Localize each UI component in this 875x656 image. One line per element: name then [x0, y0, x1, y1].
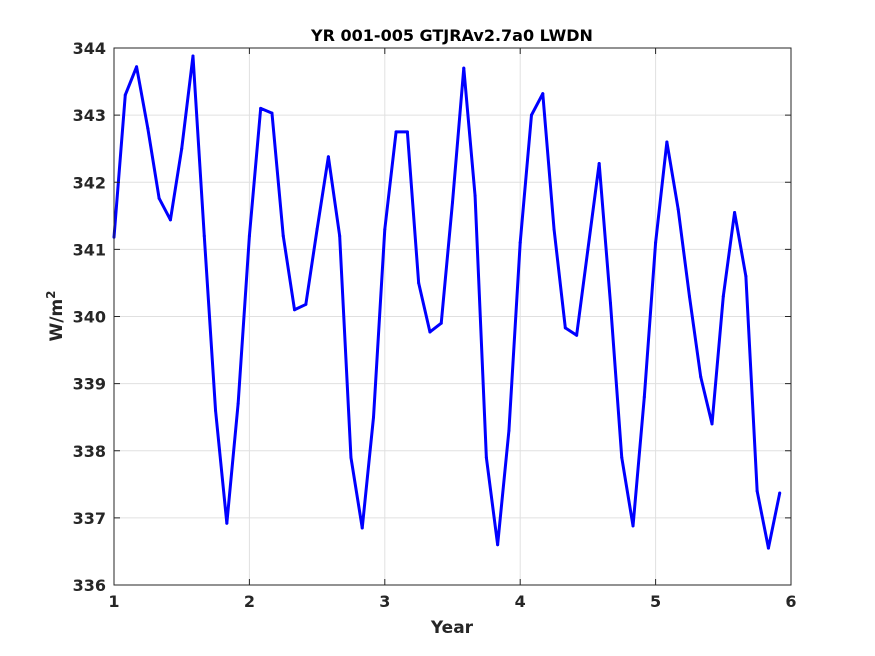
data-point	[710, 422, 714, 426]
data-point	[281, 234, 285, 238]
data-point	[326, 155, 330, 159]
y-tick-label: 340	[73, 308, 106, 327]
data-point	[135, 65, 139, 69]
ticks	[113, 47, 792, 586]
x-tick-label: 5	[650, 592, 661, 611]
y-tick-label: 338	[73, 442, 106, 461]
data-point	[451, 200, 454, 204]
y-tick-labels: 336 337 338 339 340 341 342 343 344	[73, 39, 106, 595]
data-point	[575, 333, 579, 337]
data-point	[383, 227, 387, 231]
data-point	[620, 455, 624, 459]
data-point	[721, 294, 725, 298]
data-point	[778, 491, 782, 495]
data-point	[293, 308, 297, 312]
data-point	[642, 395, 646, 399]
x-tick-label: 6	[785, 592, 796, 611]
x-axis-label: Year	[430, 618, 474, 638]
data-point	[168, 218, 172, 222]
data-point	[123, 93, 127, 97]
x-tick-label: 3	[379, 592, 390, 611]
data-point	[608, 301, 612, 305]
data-point	[417, 281, 421, 285]
data-point	[518, 241, 522, 245]
data-point	[496, 543, 500, 547]
data-point	[157, 196, 161, 200]
data-point	[315, 227, 319, 231]
series-layer	[112, 54, 782, 550]
data-point	[597, 161, 601, 165]
y-tick-label: 344	[73, 39, 106, 58]
x-tick-label: 2	[244, 592, 255, 611]
data-point	[394, 130, 398, 134]
data-point	[462, 66, 466, 70]
chart-title: YR 001-005 GTJRAv2.7a0 LWDN	[310, 26, 593, 45]
data-point	[259, 106, 263, 110]
data-point	[338, 234, 342, 238]
data-point	[529, 113, 533, 117]
y-tick-label: 342	[73, 173, 106, 192]
data-point	[766, 546, 770, 550]
data-point	[304, 302, 308, 306]
y-tick-label: 336	[73, 576, 106, 595]
x-tick-label: 4	[515, 592, 526, 611]
data-point	[631, 524, 635, 528]
data-point	[484, 455, 488, 459]
x-tick-label: 1	[108, 592, 119, 611]
data-point	[665, 140, 669, 144]
data-point	[699, 375, 703, 379]
data-point	[552, 227, 556, 231]
data-point	[676, 207, 680, 211]
data-point	[180, 147, 184, 151]
data-point	[541, 92, 545, 96]
data-point	[349, 455, 353, 459]
data-point	[563, 326, 567, 330]
data-point	[146, 127, 150, 131]
data-point	[473, 194, 477, 198]
data-point	[755, 489, 759, 493]
y-axis-label: W/m2	[44, 290, 67, 341]
y-tick-label: 339	[73, 375, 106, 394]
data-point	[225, 521, 229, 525]
y-axis-label-superscript: 2	[44, 290, 58, 298]
y-tick-label: 343	[73, 106, 106, 125]
data-point	[214, 408, 218, 412]
series-line	[112, 54, 782, 550]
data-point	[372, 415, 376, 419]
data-point	[360, 526, 364, 530]
data-point	[733, 210, 737, 214]
y-tick-label: 341	[73, 240, 106, 259]
data-point	[236, 402, 240, 406]
data-point	[191, 54, 195, 58]
data-point	[744, 274, 748, 278]
data-point	[247, 234, 251, 238]
data-point	[586, 247, 590, 251]
data-point	[270, 111, 274, 115]
data-point	[202, 234, 206, 238]
data-point	[439, 321, 443, 325]
data-point	[654, 241, 658, 245]
data-point	[687, 294, 691, 298]
y-tick-label: 337	[73, 509, 106, 528]
x-tick-labels: 1 2 3 4 5 6	[108, 592, 796, 611]
data-point	[428, 330, 432, 334]
y-axis-label-text: W/m	[47, 299, 67, 342]
data-point	[507, 429, 511, 433]
data-point	[405, 130, 409, 134]
